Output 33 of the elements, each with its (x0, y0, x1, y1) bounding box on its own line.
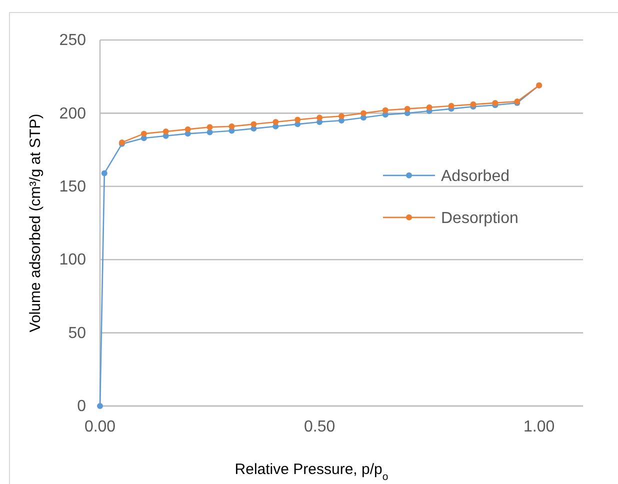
x-tick-label: 0.00 (84, 418, 116, 436)
point (140, 130, 147, 137)
y-tick-label: 150 (59, 178, 86, 196)
point (97, 403, 103, 409)
point (206, 129, 213, 136)
point (492, 100, 498, 106)
point (294, 116, 301, 123)
point (470, 101, 476, 108)
x-tick-label: 0.50 (304, 418, 336, 436)
y-tick-label: 200 (59, 105, 86, 122)
x-tick-label: 1.00 (524, 418, 555, 436)
point (206, 124, 213, 130)
point (360, 110, 366, 116)
point (250, 121, 257, 128)
point (228, 123, 235, 130)
legend-label: Adsorbed (441, 168, 510, 186)
point (272, 119, 279, 125)
point (404, 106, 410, 112)
point (382, 107, 388, 114)
point (426, 104, 432, 110)
y-tick-label: 0 (77, 398, 86, 416)
point (101, 170, 108, 176)
point (448, 102, 454, 109)
y-tick-label: 250 (59, 32, 86, 50)
point (162, 128, 169, 134)
point (316, 114, 323, 121)
y-axis-title: Volume adsorbed (cm³/g at STP) (27, 114, 44, 332)
point (184, 126, 191, 132)
x-axis-title: Relative Pressure, p/p$_{o}$ (234, 461, 388, 483)
legend-label: Desorption (441, 210, 518, 228)
y-tick-label: 100 (59, 252, 86, 269)
y-tick-label: 50 (68, 324, 86, 342)
point (338, 113, 344, 120)
